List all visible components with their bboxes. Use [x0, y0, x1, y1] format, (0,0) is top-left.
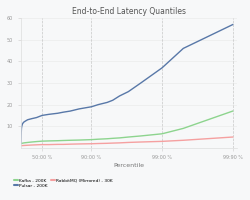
RabbitMQ (Mirrored) - 30K: [90, 143, 93, 145]
RabbitMQ (Mirrored) - 30K: [231, 136, 234, 138]
Pulsar - 200K: [30, 117, 33, 120]
Kafka - 200K: [62, 139, 65, 142]
RabbitMQ (Mirrored) - 30K: [111, 142, 114, 144]
Line: Pulsar - 200K: Pulsar - 200K: [21, 25, 233, 144]
RabbitMQ (Mirrored) - 30K: [127, 141, 130, 144]
Pulsar - 200K: [19, 142, 22, 145]
Pulsar - 200K: [35, 116, 38, 119]
Kafka - 200K: [127, 136, 130, 138]
Pulsar - 200K: [40, 114, 43, 117]
RabbitMQ (Mirrored) - 30K: [62, 143, 65, 146]
Pulsar - 200K: [22, 121, 26, 123]
Pulsar - 200K: [90, 106, 93, 108]
Kafka - 200K: [139, 135, 142, 137]
Kafka - 200K: [40, 140, 43, 142]
Kafka - 200K: [35, 140, 38, 143]
Pulsar - 200K: [127, 90, 130, 93]
Pulsar - 200K: [26, 119, 29, 121]
RabbitMQ (Mirrored) - 30K: [78, 143, 80, 145]
RabbitMQ (Mirrored) - 30K: [26, 144, 29, 146]
Pulsar - 200K: [78, 108, 80, 110]
RabbitMQ (Mirrored) - 30K: [48, 143, 50, 146]
Pulsar - 200K: [69, 110, 72, 112]
Pulsar - 200K: [62, 111, 65, 113]
Kafka - 200K: [48, 140, 50, 142]
Pulsar - 200K: [20, 134, 23, 136]
Kafka - 200K: [19, 142, 22, 145]
RabbitMQ (Mirrored) - 30K: [56, 143, 59, 146]
RabbitMQ (Mirrored) - 30K: [30, 144, 33, 146]
Pulsar - 200K: [118, 95, 121, 97]
Kafka - 200K: [26, 141, 29, 144]
Kafka - 200K: [30, 141, 33, 143]
RabbitMQ (Mirrored) - 30K: [106, 142, 108, 145]
RabbitMQ (Mirrored) - 30K: [182, 139, 185, 141]
X-axis label: Percentile: Percentile: [114, 163, 144, 168]
Pulsar - 200K: [20, 125, 23, 127]
RabbitMQ (Mirrored) - 30K: [22, 144, 26, 147]
Pulsar - 200K: [48, 113, 50, 116]
Kafka - 200K: [231, 110, 234, 112]
RabbitMQ (Mirrored) - 30K: [40, 143, 43, 146]
RabbitMQ (Mirrored) - 30K: [118, 142, 121, 144]
Pulsar - 200K: [182, 47, 185, 50]
RabbitMQ (Mirrored) - 30K: [97, 142, 100, 145]
Kafka - 200K: [160, 133, 164, 135]
Pulsar - 200K: [21, 123, 24, 125]
RabbitMQ (Mirrored) - 30K: [160, 140, 164, 143]
Kafka - 200K: [22, 142, 26, 144]
Kafka - 200K: [106, 138, 108, 140]
Kafka - 200K: [111, 137, 114, 140]
Kafka - 200K: [90, 138, 93, 141]
Pulsar - 200K: [160, 67, 164, 69]
RabbitMQ (Mirrored) - 30K: [19, 144, 22, 147]
Kafka - 200K: [69, 139, 72, 141]
RabbitMQ (Mirrored) - 30K: [35, 144, 38, 146]
Pulsar - 200K: [97, 103, 100, 106]
Pulsar - 200K: [111, 99, 114, 101]
RabbitMQ (Mirrored) - 30K: [139, 141, 142, 143]
Title: End-to-End Latency Quantiles: End-to-End Latency Quantiles: [72, 7, 186, 16]
RabbitMQ (Mirrored) - 30K: [69, 143, 72, 145]
Line: Kafka - 200K: Kafka - 200K: [21, 111, 233, 144]
Legend: Kafka - 200K, Pulsar - 200K, RabbitMQ (Mirrored) - 30K: Kafka - 200K, Pulsar - 200K, RabbitMQ (M…: [14, 179, 113, 188]
Pulsar - 200K: [139, 82, 142, 84]
Pulsar - 200K: [106, 101, 108, 104]
Kafka - 200K: [118, 137, 121, 139]
Kafka - 200K: [182, 127, 185, 130]
Pulsar - 200K: [20, 127, 23, 130]
Pulsar - 200K: [56, 112, 59, 114]
Kafka - 200K: [56, 140, 59, 142]
Pulsar - 200K: [22, 122, 25, 124]
Pulsar - 200K: [231, 23, 234, 26]
Line: RabbitMQ (Mirrored) - 30K: RabbitMQ (Mirrored) - 30K: [21, 137, 233, 146]
Kafka - 200K: [78, 139, 80, 141]
Kafka - 200K: [97, 138, 100, 140]
Pulsar - 200K: [24, 120, 27, 122]
